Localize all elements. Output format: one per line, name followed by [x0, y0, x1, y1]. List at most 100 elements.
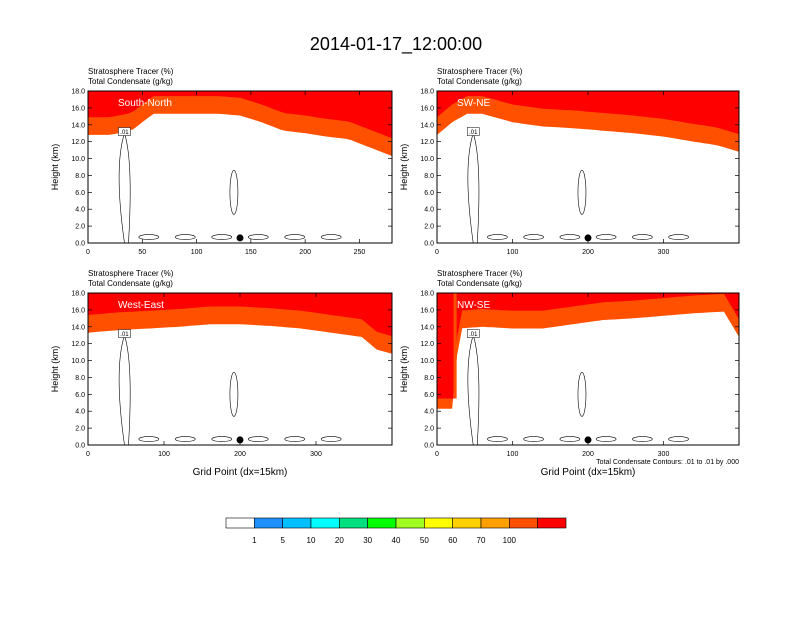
overlay-label: Total Condensate (g/kg)	[437, 77, 522, 86]
contour-blob	[577, 372, 587, 417]
panel-3: Stratosphere Tracer (%)Total Condensate …	[50, 269, 393, 478]
contour-blob	[487, 436, 508, 442]
tracer-band	[437, 91, 739, 135]
panel-1: Stratosphere Tracer (%)Total Condensate …	[50, 67, 393, 256]
y-axis-label: Height (km)	[50, 346, 60, 393]
location-marker	[584, 234, 592, 242]
y-tick-label: 16.0	[71, 105, 85, 112]
contour-label-box	[118, 329, 131, 338]
contour-blob	[138, 436, 160, 442]
contour-blob	[229, 372, 239, 417]
colorbar-label: 20	[335, 536, 344, 545]
y-tick-label: 12.0	[420, 341, 434, 348]
tracer-band	[88, 293, 392, 337]
tracer-column-edge	[453, 293, 457, 399]
colorbar-swatch	[537, 517, 567, 529]
colorbar-label: 100	[503, 536, 517, 545]
condensate-contours	[467, 132, 689, 244]
y-axis-label: Height (km)	[50, 144, 60, 191]
x-tick-label: 200	[299, 249, 311, 256]
y-tick-label: 2.0	[75, 426, 85, 433]
field-label: Stratosphere Tracer (%)	[88, 269, 174, 278]
y-tick-label: 2.0	[424, 224, 434, 231]
y-tick-label: 10.0	[420, 156, 434, 163]
x-tick-label: 200	[234, 451, 246, 458]
y-tick-label: 14.0	[420, 122, 434, 129]
location-marker	[584, 436, 592, 444]
contour-blob	[632, 436, 653, 442]
field-label: Stratosphere Tracer (%)	[437, 67, 523, 76]
contour-line	[467, 334, 480, 446]
colorbar-swatch	[310, 517, 340, 529]
colorbar-swatch	[424, 517, 453, 529]
contour-note: Total Condensate Contours: .01 to .01 by…	[596, 459, 739, 466]
x-tick-label: 0	[435, 451, 439, 458]
condensate-contours	[467, 334, 689, 446]
y-tick-label: 8.0	[75, 173, 85, 180]
contour-label: .01	[469, 332, 478, 338]
colorbar-label: 50	[420, 536, 429, 545]
contour-blob	[320, 436, 342, 442]
x-tick-label: 150	[245, 249, 257, 256]
contour-blob	[174, 436, 196, 442]
contour-blob	[284, 436, 306, 442]
contour-blob	[320, 234, 342, 240]
contour-line	[118, 334, 131, 446]
colorbar-swatch	[367, 517, 397, 529]
panel-label: West-East	[118, 300, 164, 311]
contour-blob	[284, 234, 306, 240]
panel-label: SW-NE	[457, 98, 490, 109]
contour-blob	[595, 234, 617, 240]
colorbar-swatch	[339, 517, 368, 529]
contour-blob	[559, 234, 581, 240]
contour-blob	[523, 234, 544, 240]
x-tick-label: 300	[310, 451, 322, 458]
panel-2: Stratosphere Tracer (%)Total Condensate …	[399, 67, 740, 256]
contour-blob	[211, 234, 233, 240]
contour-blob	[577, 170, 587, 215]
x-tick-label: 100	[507, 249, 519, 256]
y-tick-label: 6.0	[75, 190, 85, 197]
x-tick-label: 300	[658, 451, 670, 458]
panel-label: NW-SE	[457, 300, 490, 311]
colorbar-label: 10	[307, 536, 316, 545]
colorbar-swatch	[480, 517, 510, 529]
y-tick-label: 2.0	[424, 426, 434, 433]
x-tick-label: 100	[507, 451, 519, 458]
colorbar-label: 1	[252, 536, 257, 545]
contour-blob	[559, 436, 581, 442]
y-axis-label: Height (km)	[399, 346, 409, 393]
condensate-contours	[118, 334, 342, 446]
contour-blob	[668, 234, 689, 240]
contour-blob	[211, 436, 233, 442]
colorbar-label: 40	[392, 536, 401, 545]
overlay-label: Total Condensate (g/kg)	[437, 279, 522, 288]
y-tick-label: 10.0	[420, 358, 434, 365]
x-axis-label: Grid Point (dx=15km)	[541, 467, 636, 478]
colorbar-label: 70	[477, 536, 486, 545]
y-tick-label: 0.0	[424, 443, 434, 450]
y-tick-label: 0.0	[75, 443, 85, 450]
contour-label: .01	[469, 130, 478, 136]
tracer-fill	[88, 293, 392, 354]
tracer-fill	[88, 91, 392, 156]
contour-label-box	[118, 127, 131, 136]
x-tick-label: 100	[158, 451, 170, 458]
contour-blob	[595, 436, 617, 442]
colorbar-swatch	[254, 517, 283, 529]
y-axis-label: Height (km)	[399, 144, 409, 191]
contour-line	[118, 132, 131, 244]
y-tick-label: 4.0	[75, 409, 85, 416]
contour-blob	[174, 234, 196, 240]
y-tick-label: 10.0	[71, 156, 85, 163]
x-tick-label: 200	[582, 451, 594, 458]
colorbar-swatch	[452, 517, 482, 529]
contour-label-box	[466, 329, 480, 338]
contour-blob	[632, 234, 653, 240]
y-tick-label: 14.0	[71, 324, 85, 331]
y-tick-label: 10.0	[71, 358, 85, 365]
field-label: Stratosphere Tracer (%)	[88, 67, 174, 76]
contour-blob	[229, 170, 239, 215]
x-tick-label: 50	[138, 249, 146, 256]
contour-label: .01	[120, 332, 129, 338]
